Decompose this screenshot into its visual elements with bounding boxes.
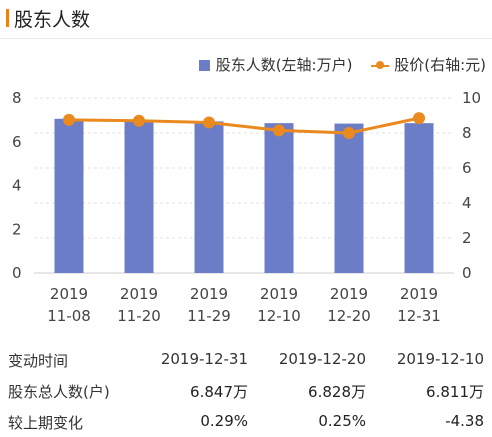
right-axis-tick-label: 4 <box>462 194 472 212</box>
bar-shareholders <box>334 123 364 273</box>
legend-bar-label: 股东人数(左轴:万户) <box>215 56 353 74</box>
legend-item-shareholders[interactable]: 股东人数(左轴:万户) <box>198 54 353 75</box>
x-axis-tick-label: 2019 11-08 <box>47 285 91 325</box>
x-axis-tick-label: 2019 12-10 <box>257 285 301 325</box>
table-cell: -4.38 <box>445 412 484 430</box>
bar-shareholders <box>194 121 224 273</box>
right-axis-tick-label: 10 <box>462 89 481 107</box>
right-axis-tick-label: 0 <box>462 264 472 282</box>
right-axis-tick-label: 2 <box>462 229 472 247</box>
x-axis-tick-label: 2019 11-20 <box>117 285 161 325</box>
bar-shareholders <box>54 118 84 273</box>
table-cell: 6.811万 <box>426 383 484 401</box>
legend-item-price[interactable]: 股价(右轴:元) <box>371 54 486 75</box>
table-row-date: 变动时间 2019-12-31 2019-12-20 2019-12-10 <box>0 350 492 376</box>
left-axis-tick-label: 4 <box>12 177 22 195</box>
table-row-total: 股东总人数(户) 6.847万 6.828万 6.811万 <box>0 381 492 407</box>
price-point <box>343 127 355 139</box>
shareholder-chart: 0 2 4 6 8 0 2 4 6 8 10 2019 11-08 2019 11-20 2019 11-29 2… <box>12 89 481 325</box>
table-cell: 6.847万 <box>190 383 248 401</box>
legend-line-label: 股价(右轴:元) <box>394 56 486 74</box>
chart-legend: 股东人数(左轴:万户) 股价(右轴:元) <box>185 54 486 75</box>
left-axis-tick-label: 8 <box>12 89 22 107</box>
table-cell: 2019-12-10 <box>396 350 484 368</box>
table-cell: 2019-12-20 <box>278 350 366 368</box>
right-axis-tick-label: 6 <box>462 159 472 177</box>
legend-line-marker-icon <box>371 60 390 71</box>
x-axis-tick-label: 2019 11-29 <box>187 285 231 325</box>
row-label: 变动时间 <box>8 352 69 370</box>
legend-bar-swatch <box>198 60 210 71</box>
bar-shareholders <box>264 123 294 273</box>
price-line <box>68 116 420 135</box>
x-axis-tick-label: 2019 12-31 <box>397 285 441 325</box>
price-point <box>413 112 425 125</box>
bar-shareholders <box>404 123 434 273</box>
row-label: 较上期变化 <box>8 414 84 432</box>
row-label: 股东总人数(户) <box>8 383 110 401</box>
price-point <box>63 113 75 126</box>
table-cell: 0.29% <box>200 412 248 430</box>
price-point <box>133 114 145 127</box>
left-axis-tick-label: 0 <box>12 264 22 282</box>
price-point <box>273 124 285 137</box>
bar-shareholders <box>124 120 154 273</box>
table-cell: 6.828万 <box>308 383 366 401</box>
table-cell: 2019-12-31 <box>160 350 248 368</box>
left-axis-tick-label: 2 <box>12 220 22 238</box>
table-row-change: 较上期变化 0.29% 0.25% -4.38 <box>0 412 492 437</box>
header-accent-bar <box>6 9 9 27</box>
shareholder-table: 变动时间 2019-12-31 2019-12-20 2019-12-10 股东… <box>0 344 492 437</box>
section-header: 股东人数 <box>0 0 492 39</box>
table-cell: 0.25% <box>318 412 366 430</box>
x-axis-tick-label: 2019 12-20 <box>327 285 371 325</box>
right-axis-tick-label: 8 <box>462 124 472 142</box>
section-title: 股东人数 <box>14 9 91 31</box>
price-point <box>203 116 215 129</box>
header-divider <box>0 38 492 39</box>
left-axis-tick-label: 6 <box>12 133 22 151</box>
